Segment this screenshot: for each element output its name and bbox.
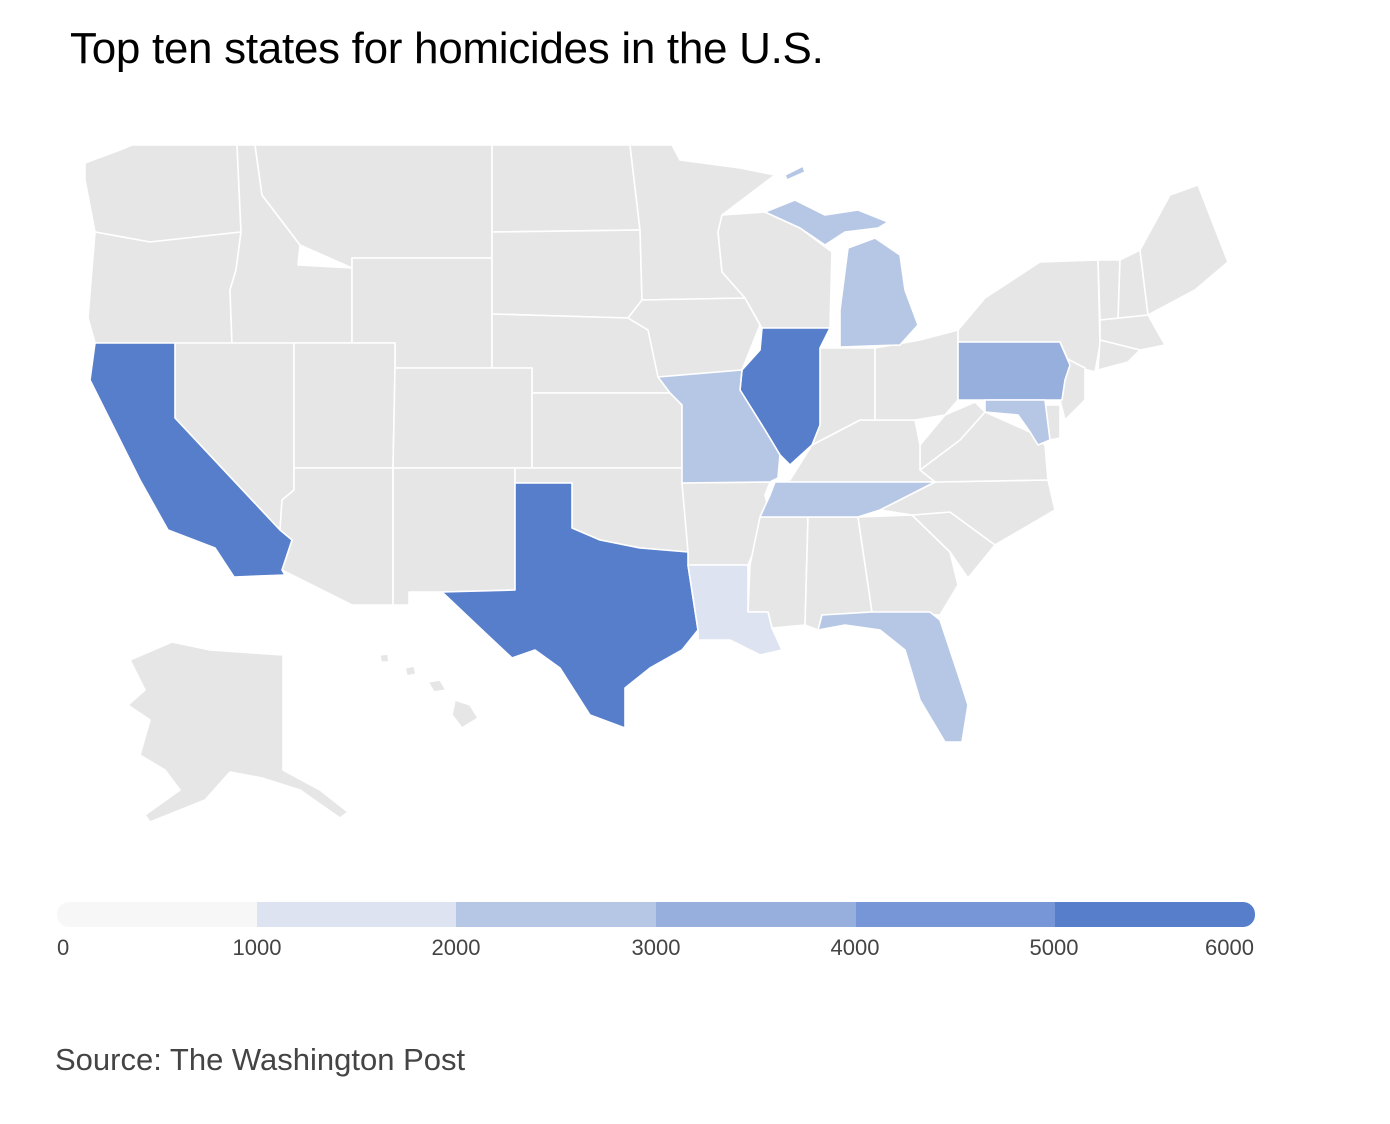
legend-tick-4000: 4000 <box>830 935 880 960</box>
state-utah[interactable] <box>293 342 396 469</box>
legend-bucket-3000-4000 <box>656 902 856 927</box>
state-alaska[interactable] <box>127 641 349 823</box>
state-kansas[interactable] <box>531 392 683 469</box>
state-hawaii-kauai[interactable] <box>379 653 390 663</box>
legend-bucket-1000-2000 <box>256 902 457 927</box>
state-connecticut[interactable] <box>1097 339 1141 371</box>
legend-bucket-0-1000 <box>57 902 257 927</box>
legend-tick-3000: 3000 <box>631 935 681 960</box>
state-illinois[interactable] <box>739 327 831 466</box>
state-pennsylvania[interactable] <box>957 341 1071 401</box>
state-michigan-isle[interactable] <box>784 165 806 181</box>
state-hawaii-oahu[interactable] <box>404 665 417 677</box>
state-michigan-lower[interactable] <box>839 237 919 348</box>
color-scale-legend <box>57 902 1255 927</box>
legend-bucket-4000-5000 <box>855 902 1056 927</box>
legend-tick-6000: 6000 <box>1205 935 1254 960</box>
state-california[interactable] <box>89 342 293 578</box>
state-tennessee[interactable] <box>759 481 936 518</box>
state-arizona[interactable] <box>279 467 394 606</box>
base-states <box>84 144 1229 823</box>
state-washington[interactable] <box>84 144 242 243</box>
state-south-dakota[interactable] <box>491 229 643 319</box>
ranked-states <box>89 165 1071 743</box>
state-missouri[interactable] <box>657 369 781 484</box>
state-vermont[interactable] <box>1097 259 1121 321</box>
legend-tick-0: 0 <box>57 935 70 960</box>
state-maine[interactable] <box>1139 184 1229 316</box>
state-ohio[interactable] <box>874 329 959 421</box>
state-florida[interactable] <box>817 611 969 743</box>
legend-bucket-2000-3000 <box>456 902 657 927</box>
state-north-dakota[interactable] <box>491 144 641 233</box>
state-oregon[interactable] <box>87 231 242 346</box>
source-note: Source: The Washington Post <box>55 1042 466 1077</box>
state-maryland[interactable] <box>984 399 1051 446</box>
legend-tick-2000: 2000 <box>431 935 481 960</box>
state-texas[interactable] <box>441 482 699 729</box>
state-new-mexico[interactable] <box>392 467 516 606</box>
chart-title: Top ten states for homicides in the U.S. <box>70 24 824 73</box>
state-massachusetts[interactable] <box>1099 314 1166 351</box>
legend-tick-5000: 5000 <box>1029 935 1079 960</box>
legend-bucket-5000-6000 <box>1055 902 1255 927</box>
legend-tick-1000: 1000 <box>232 935 282 960</box>
state-hawaii-big-island[interactable] <box>451 699 479 729</box>
state-louisiana[interactable] <box>687 564 783 656</box>
us-choropleth-map <box>84 144 1229 823</box>
state-michigan-upper[interactable] <box>764 199 889 246</box>
state-colorado[interactable] <box>392 367 533 469</box>
state-hawaii-maui[interactable] <box>427 679 447 693</box>
